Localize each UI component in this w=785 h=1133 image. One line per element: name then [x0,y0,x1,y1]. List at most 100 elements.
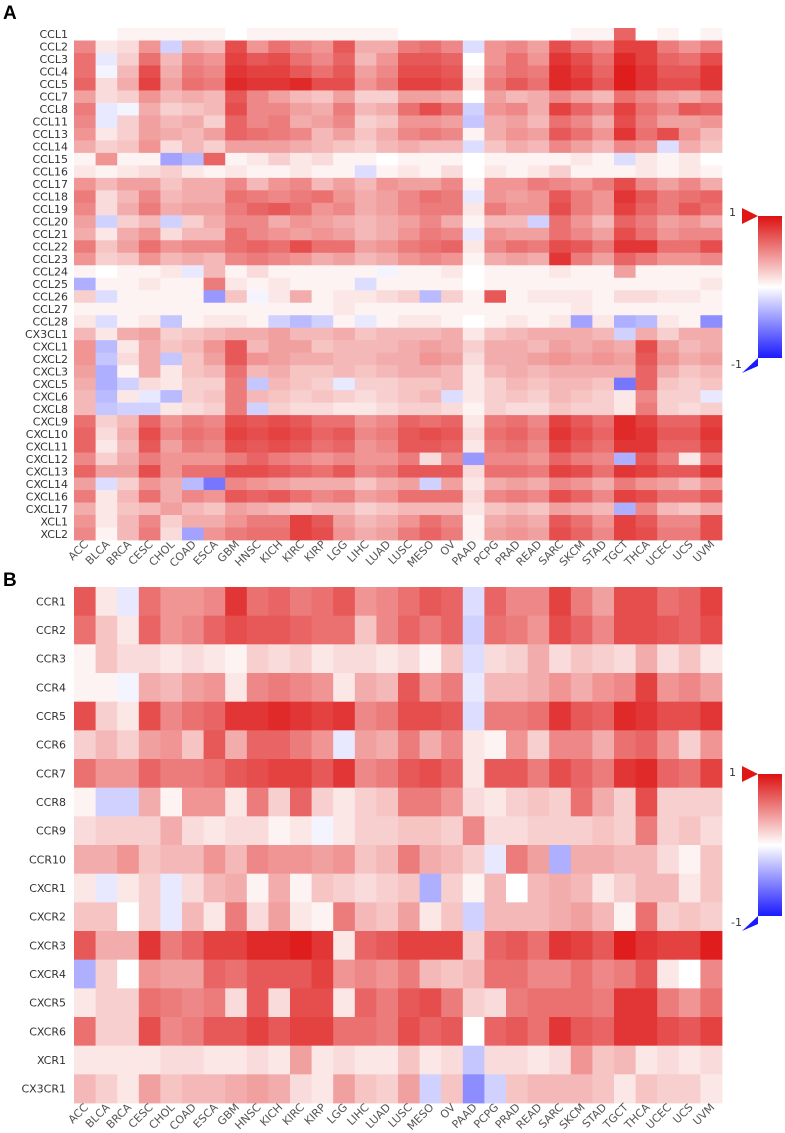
cell-a-cxcl13-lusc [398,465,420,478]
cell-a-cxcl11-prad [506,440,528,453]
cell-a-ccl20-luad [376,215,399,229]
cell-a-ccl15-ucs [678,152,701,166]
cell-a-cxcl8-blca [95,402,118,416]
cell-a-ccl24-thca [635,265,658,279]
cell-a-cxcl12-thca [635,452,658,466]
cell-a-ccl19-lihc [354,202,377,216]
cell-a-cxcl1-pcpg [484,340,507,354]
cell-b-ccr7-gbm [225,759,248,789]
cell-b-cxcr1-sarc [549,873,572,903]
cell-a-cxcl13-pcpg [484,465,507,478]
cell-b-ccr7-prad [506,759,528,789]
cell-a-cxcl5-ucec [657,377,680,391]
cell-a-ccl3-esca [203,52,226,66]
cell-a-xcl2-ov [441,527,464,541]
cell-a-ccl22-lihc [354,240,377,254]
cell-b-cx3cr1-prad [506,1074,528,1104]
cell-a-cxcl13-cesc [138,465,161,478]
cell-a-cxcl13-kich [268,465,291,478]
cell-a-ccl5-sarc [549,77,572,91]
cell-a-ccl13-pcpg [484,127,507,141]
cell-a-ccl7-sarc [549,90,572,104]
cell-a-ccl7-skcm [570,90,593,104]
cell-b-ccr1-kirc [290,587,312,617]
cell-a-ccl16-hnsc [246,165,269,179]
cell-a-cx3cl1-kich [268,327,291,341]
cell-a-cxcl12-stad [592,452,615,466]
cell-a-xcl1-luad [376,515,399,528]
cell-a-ccl15-stad [592,152,615,166]
cell-a-ccl13-prad [506,127,528,141]
cell-a-cxcl1-ucec [657,340,680,354]
cell-a-xcl2-cesc [138,527,161,541]
cell-b-xcr1-luad [376,1045,399,1075]
cell-b-ccr2-meso [419,615,442,645]
heatmap-b: CCR1CCR2CCR3CCR4CCR5CCR6CCR7CCR8CCR9CCR1… [21,587,723,1133]
cell-a-ccl28-prad [506,315,528,329]
row-label-b-cxcr5: CXCR5 [29,997,66,1010]
cell-a-cxcl3-stad [592,365,615,379]
cell-b-cxcr1-chol [160,873,183,903]
cell-b-cxcr3-cesc [138,931,161,961]
cell-a-ccl3-kirp [311,52,334,66]
cell-b-ccr7-kich [268,759,291,789]
cell-b-cx3cr1-coad [182,1074,204,1104]
cell-a-ccl18-kich [268,190,291,204]
cell-a-ccl2-luad [376,40,399,54]
col-label-a-kirp: KIRP [302,538,329,565]
cell-b-ccr3-skcm [570,644,593,674]
cell-a-cxcl5-uvm [700,377,723,391]
cell-a-ccl27-coad [182,302,204,316]
cell-b-ccr4-gbm [225,673,248,703]
cell-a-ccl27-meso [419,302,442,316]
cell-a-ccl19-skcm [570,202,593,216]
cell-a-cxcl3-hnsc [246,365,269,379]
cell-a-ccl18-esca [203,190,226,204]
cell-a-cxcl9-brca [117,415,140,429]
cell-a-ccl19-thca [635,202,658,216]
cell-a-cxcl8-skcm [570,402,593,416]
cell-a-ccl8-kirc [290,102,312,116]
cell-b-ccr7-chol [160,759,183,789]
cell-a-xcl2-meso [419,527,442,541]
cell-a-ccl7-read [527,90,550,104]
cell-b-cxcr1-luad [376,873,399,903]
cell-a-cx3cl1-ucec [657,327,680,341]
cell-a-xcl2-paad [462,527,485,541]
cell-a-xcl1-uvm [700,515,723,528]
cell-a-cxcl9-prad [506,415,528,429]
cell-b-ccr7-lihc [354,759,377,789]
cell-a-cxcl5-pcpg [484,377,507,391]
cell-b-cx3cr1-brca [117,1074,140,1104]
cell-b-ccr1-read [527,587,550,617]
cell-a-ccl24-brca [117,265,140,279]
cell-a-ccl13-read [527,127,550,141]
cell-a-ccl1-chol [160,28,183,41]
cell-a-cxcl10-brca [117,427,140,441]
cell-a-xcl2-coad [182,527,204,541]
cell-a-ccl18-ucs [678,190,701,204]
cell-b-cxcr4-esca [203,959,226,989]
cell-a-ccl27-prad [506,302,528,316]
cell-b-ccr10-uvm [700,845,723,875]
cell-a-ccl13-kirp [311,127,334,141]
cell-b-ccr8-lgg [333,787,356,817]
cell-a-cxcl16-read [527,490,550,503]
cell-a-ccl21-acc [74,227,96,241]
cell-b-ccr6-sarc [549,730,572,760]
cell-a-cxcl2-ucs [678,352,701,366]
cell-a-ccl21-kirc [290,227,312,241]
cell-b-cxcr3-coad [182,931,204,961]
cell-a-ccl21-cesc [138,227,161,241]
cell-b-cxcr5-paad [462,988,485,1018]
cell-a-ccl22-acc [74,240,96,254]
legend-a-top-marker [742,208,758,224]
cell-a-cxcl11-stad [592,440,615,453]
cell-a-ccl26-kich [268,290,291,304]
col-label-b-esca: ESCA [191,1101,221,1131]
cell-b-xcr1-paad [462,1045,485,1075]
cell-b-cxcr3-kirc [290,931,312,961]
cell-b-cxcr1-cesc [138,873,161,903]
cell-a-ccl13-lihc [354,127,377,141]
cell-b-ccr4-read [527,673,550,703]
